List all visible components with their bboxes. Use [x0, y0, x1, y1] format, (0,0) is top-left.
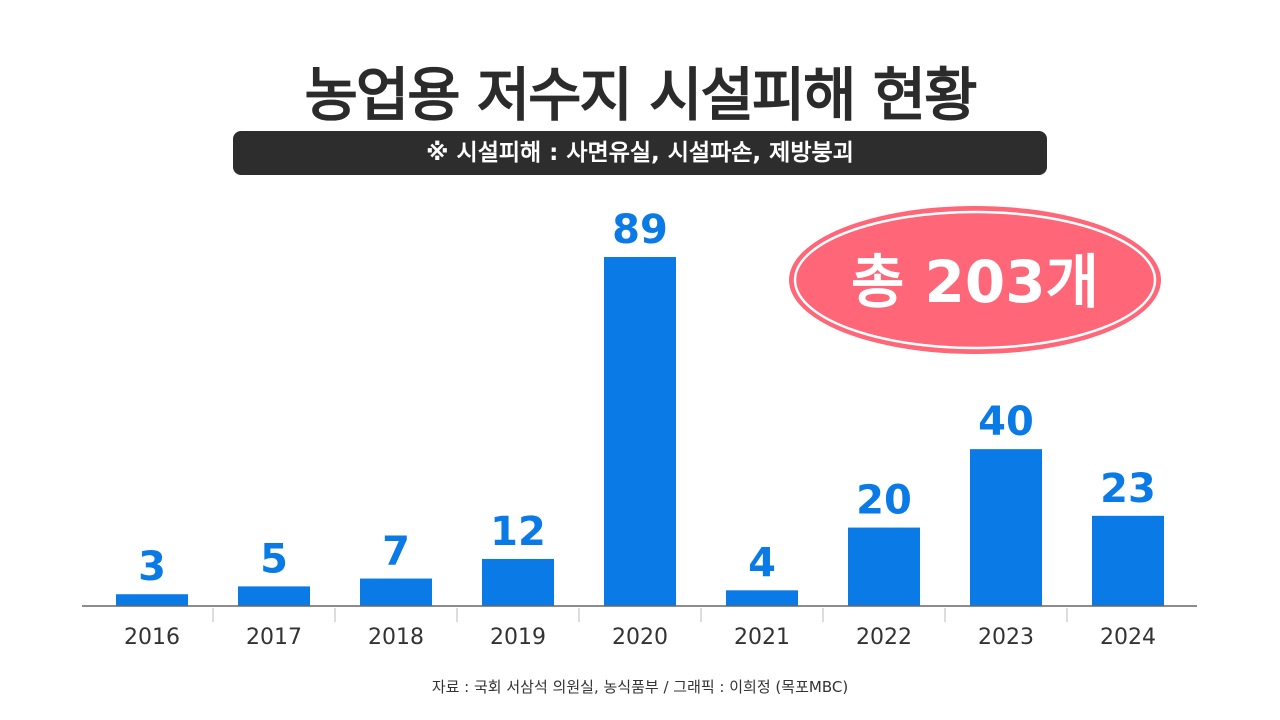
x-tick-label-2018: 2018: [368, 625, 424, 650]
data-label-2024: 23: [1100, 466, 1156, 512]
bar-2016: [116, 594, 188, 606]
data-label-2018: 7: [382, 529, 410, 575]
subtitle-banner: ※ 시설피해 : 사면유실, 시설파손, 제방붕괴: [233, 131, 1047, 175]
data-label-2017: 5: [260, 536, 288, 582]
bar-2024: [1092, 515, 1164, 606]
bar-2020: [604, 257, 676, 606]
chart-title: 농업용 저수지 시설피해 현황: [304, 61, 978, 129]
data-label-2020: 89: [612, 207, 668, 253]
source-credit: 자료 : 국회 서삼석 의원실, 농식품부 / 그래픽 : 이희정 (목포MBC…: [431, 678, 849, 696]
data-label-2016: 3: [138, 544, 166, 590]
x-tick-label-2021: 2021: [734, 625, 790, 650]
bar-2022: [848, 527, 920, 606]
x-tick-label-2019: 2019: [490, 625, 546, 650]
x-tick-label-2024: 2024: [1100, 625, 1156, 650]
bar-2018: [360, 578, 432, 606]
bar-2023: [970, 449, 1042, 606]
total-badge: 총 203개: [789, 206, 1161, 354]
x-tick-label-2023: 2023: [978, 625, 1034, 650]
x-tick-label-2020: 2020: [612, 625, 668, 650]
total-badge-text: 총 203개: [851, 248, 1099, 316]
data-label-2022: 20: [856, 478, 912, 524]
data-label-2021: 4: [748, 540, 776, 586]
bar-2019: [482, 558, 554, 606]
bar-2017: [238, 586, 310, 606]
data-label-2019: 12: [490, 509, 546, 555]
data-label-2023: 40: [978, 399, 1034, 445]
x-tick-label-2016: 2016: [124, 625, 180, 650]
x-tick-label-2017: 2017: [246, 625, 302, 650]
bar-2021: [726, 590, 798, 606]
x-tick-label-2022: 2022: [856, 625, 912, 650]
